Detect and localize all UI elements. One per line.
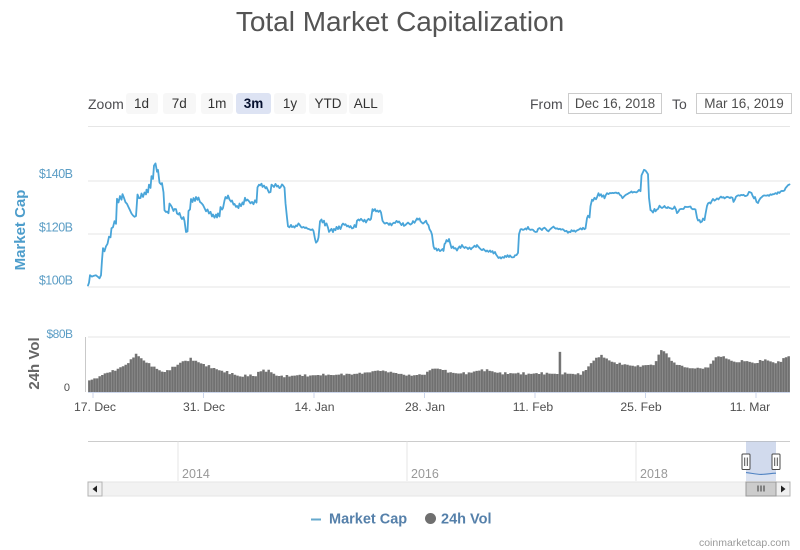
svg-text:Market Cap: Market Cap xyxy=(12,190,29,271)
svg-text:11. Mar: 11. Mar xyxy=(730,400,770,414)
svg-text:Market Cap: Market Cap xyxy=(329,512,407,528)
svg-text:14. Jan: 14. Jan xyxy=(295,400,335,414)
svg-text:$140B: $140B xyxy=(39,167,73,181)
svg-text:31. Dec: 31. Dec xyxy=(183,400,225,414)
svg-text:2016: 2016 xyxy=(411,467,439,481)
svg-text:24h Vol: 24h Vol xyxy=(26,337,43,389)
svg-text:$120B: $120B xyxy=(39,220,73,234)
svg-text:coinmarketcap.com: coinmarketcap.com xyxy=(699,537,790,549)
svg-text:2014: 2014 xyxy=(182,467,210,481)
svg-text:17. Dec: 17. Dec xyxy=(74,400,116,414)
svg-text:28. Jan: 28. Jan xyxy=(405,400,445,414)
svg-text:2018: 2018 xyxy=(640,467,668,481)
svg-text:24h Vol: 24h Vol xyxy=(441,512,492,528)
svg-text:$80B: $80B xyxy=(46,327,73,341)
svg-text:0: 0 xyxy=(64,382,70,394)
svg-text:11. Feb: 11. Feb xyxy=(513,400,554,414)
svg-text:25. Feb: 25. Feb xyxy=(620,400,662,414)
svg-text:$100B: $100B xyxy=(39,273,73,287)
